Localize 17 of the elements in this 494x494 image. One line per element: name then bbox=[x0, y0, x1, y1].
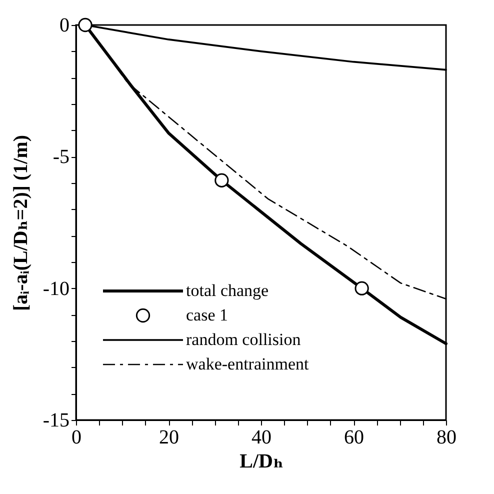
point bbox=[214, 173, 229, 188]
y-axis-title: [aᵢ-aᵢ(L/Dₕ=2)] (1/m) bbox=[10, 134, 32, 312]
point bbox=[78, 18, 92, 32]
x-tick-label: 60 bbox=[344, 426, 364, 448]
x-axis-title: L/Dₕ bbox=[240, 450, 284, 472]
y-tick-label: 0 bbox=[60, 14, 70, 36]
x-tick-label: 20 bbox=[159, 426, 179, 448]
legend-label: wake-entrainment bbox=[186, 354, 309, 374]
y-tick-label: -5 bbox=[52, 146, 70, 168]
legend-label: random collision bbox=[186, 330, 302, 349]
legend-label: case 1 bbox=[186, 306, 228, 324]
point bbox=[354, 281, 369, 296]
x-tick-label: 80 bbox=[436, 426, 456, 448]
y-tick-label: -15 bbox=[42, 410, 70, 432]
x-tick-label: 40 bbox=[252, 426, 272, 448]
y-tick-label: -10 bbox=[42, 278, 70, 300]
legend-label: total change bbox=[186, 281, 269, 300]
